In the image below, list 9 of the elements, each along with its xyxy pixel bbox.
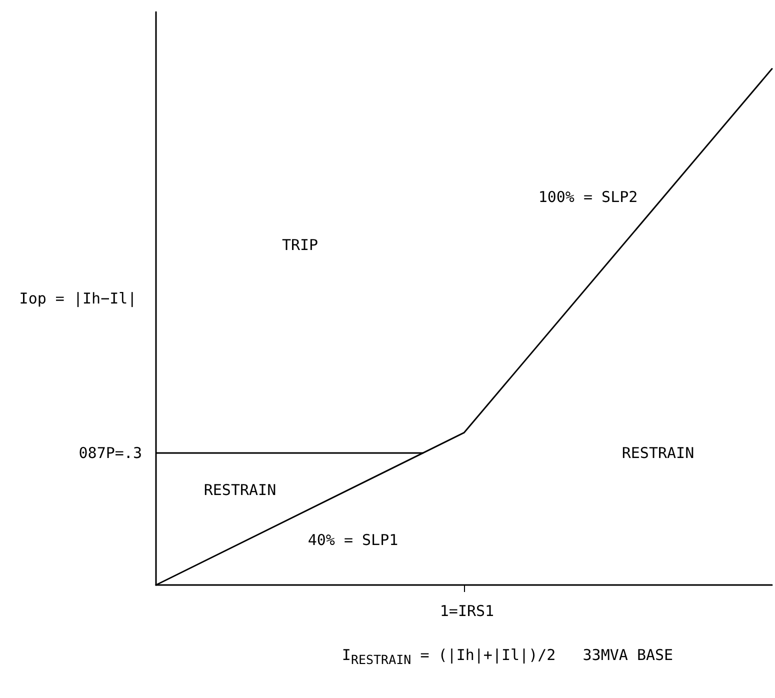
annotation: 40% = SLP1 <box>308 531 398 549</box>
text: 1=IRS1 <box>440 602 494 620</box>
annotation: TRIP <box>282 236 318 254</box>
y-axis-title: Iop = |Ih−Il| <box>19 290 137 308</box>
annotation: 100% = SLP2 <box>538 188 638 206</box>
annotation: RESTRAIN <box>622 444 694 462</box>
ref-line-label: 087P=.3 <box>78 444 142 462</box>
x-axis-title: I$_{RESTRAIN}$ = (|Ih|+|Il|)/2 33MVA BASE <box>340 646 674 667</box>
annotation: RESTRAIN <box>204 481 276 499</box>
